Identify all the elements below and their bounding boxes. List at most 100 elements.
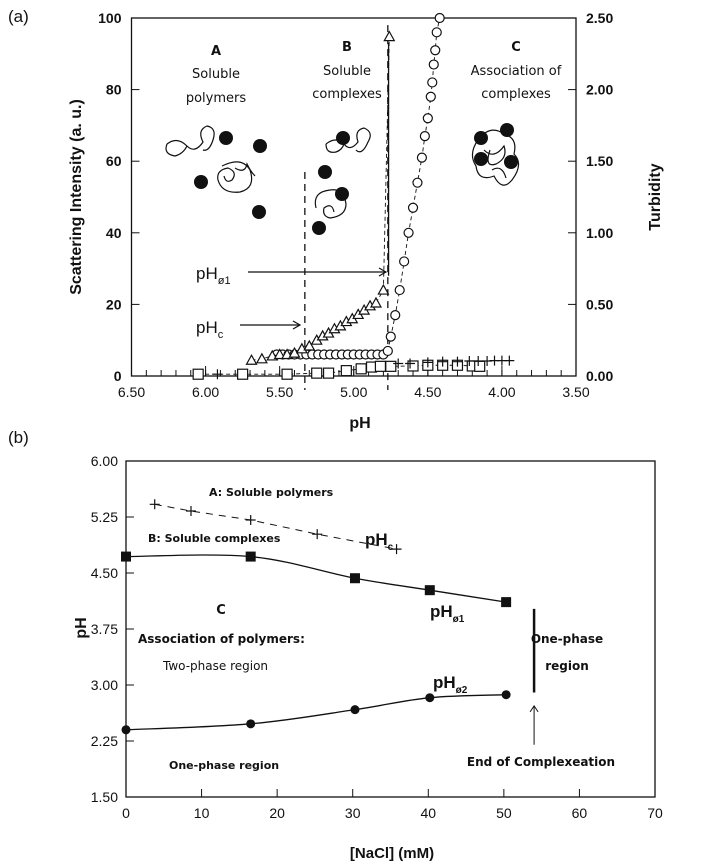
panel-a-ylabel: Scattering Intensity (a. u.): [68, 99, 85, 295]
panel-b-plot-frame: [125, 460, 656, 798]
data-point-plus: [464, 355, 475, 366]
region-a-letter: A: [211, 44, 221, 59]
y2-tick-label: 1.50: [586, 153, 613, 169]
data-point-plus: [393, 358, 404, 369]
data-point-circle: [422, 113, 433, 124]
data-point-square: [192, 368, 204, 380]
x-tick-label: 60: [572, 805, 588, 821]
y-tick-label: 2.25: [91, 733, 118, 749]
data-point-square: [311, 367, 323, 379]
x-tick-label: 40: [420, 805, 436, 821]
data-point-plus: [473, 355, 484, 366]
y-tick-label: 6.00: [91, 453, 118, 469]
panel-b-label: (b): [8, 428, 29, 447]
data-point-plus: [185, 506, 196, 517]
data-point-circle: [419, 131, 430, 142]
label-phi2: pHø2: [433, 673, 468, 696]
arrow-ph-c: [240, 320, 302, 330]
label-phc: pHc: [365, 530, 394, 553]
region-a-line2: polymers: [186, 91, 247, 106]
data-point-circle: [416, 152, 428, 163]
data-point-circle: [428, 59, 439, 70]
x-tick-label: 5.50: [266, 384, 293, 400]
arrow-ph-phi1: [248, 267, 388, 277]
data-point-triangle: [377, 283, 390, 295]
data-point-square: [501, 597, 512, 608]
panel-a-y2label: Turbidity: [647, 163, 664, 230]
y-tick-label: 40: [106, 225, 122, 241]
data-point-circle: [427, 77, 438, 88]
x-tick-label: 3.50: [562, 384, 589, 400]
one-phase-region-low: One-phase region: [169, 759, 279, 772]
region-c-line2: complexes: [481, 87, 551, 102]
region-a-line1: Soluble: [192, 67, 240, 82]
x-tick-label: 70: [647, 805, 663, 821]
region-c-line1-b: Association of polymers:: [138, 632, 305, 646]
x-tick-label: 4.00: [488, 384, 515, 400]
series-line-square: [125, 554, 507, 603]
region-c-line2-b: Two-phase region: [162, 659, 268, 673]
data-point-circle: [403, 227, 414, 238]
associated-complexes-illustration: [471, 123, 520, 186]
data-point-circle: [399, 256, 410, 267]
data-point-square: [121, 551, 131, 562]
y-tick-label: 0: [114, 368, 122, 384]
panel-b-axes: 0 10 20 30 40 50 60 70 1.50 2.25 3.00 3.75 4.50 5.25 6…: [91, 453, 663, 821]
x-tick-label: 20: [269, 805, 285, 821]
panel-b-data: [121, 499, 539, 745]
panel-a-data: [192, 12, 515, 390]
data-point-square: [349, 573, 360, 584]
y-tick-label: 5.25: [91, 509, 118, 525]
panel-a-xlabel: pH: [349, 415, 370, 432]
data-point-plus: [245, 514, 256, 525]
data-point-square: [322, 367, 335, 379]
x-tick-label: 0: [122, 805, 130, 821]
y2-tick-label: 2.00: [586, 82, 613, 98]
data-point-triangle: [369, 296, 382, 308]
end-of-complexation-label: End of Complexeation: [467, 755, 615, 769]
y2-tick-label: 2.50: [586, 10, 613, 26]
data-point-plus: [452, 356, 463, 367]
y-tick-label: 80: [106, 82, 122, 98]
data-point-circle: [412, 177, 423, 188]
data-point-square: [355, 363, 367, 375]
data-point-plus: [437, 356, 448, 367]
data-point-circle: [407, 202, 419, 213]
data-point-circle: [350, 705, 360, 715]
y2-tick-label: 0.00: [586, 368, 613, 384]
data-point-circle: [501, 690, 511, 700]
y2-tick-label: 1.00: [586, 225, 613, 241]
x-tick-label: 4.50: [414, 384, 441, 400]
data-point-circle: [246, 719, 256, 729]
data-point-square: [245, 551, 256, 562]
data-point-square: [424, 585, 435, 596]
one-phase-region-right-line2: region: [545, 659, 589, 673]
data-point-square: [281, 368, 293, 380]
data-point-circle: [390, 310, 401, 321]
region-b-line2: complexes: [312, 87, 382, 102]
panel-a-axes: 6.50 6.00 5.50 5.00 4.50 4.00 3.50 0 20 40 60 80 100…: [98, 10, 613, 400]
x-tick-label: 50: [496, 805, 512, 821]
label-ph-phi1: pHø1: [196, 264, 231, 287]
series-line-triangle: [251, 36, 390, 361]
x-tick-label: 5.00: [340, 384, 367, 400]
data-point-triangle: [273, 348, 286, 360]
data-point-square: [407, 360, 419, 372]
data-point-plus: [212, 369, 223, 380]
y-tick-label: 4.50: [91, 565, 118, 581]
y-tick-label: 60: [106, 153, 122, 169]
region-b-line1: Soluble: [323, 64, 371, 79]
region-b-soluble-complexes: B: Soluble complexes: [148, 532, 281, 545]
x-tick-label: 30: [345, 805, 361, 821]
region-c-letter-b: C: [216, 603, 226, 618]
data-point-plus: [405, 358, 416, 369]
data-point-circle: [394, 284, 405, 296]
x-tick-label: 10: [194, 805, 210, 821]
soluble-complexes-illustration: [312, 127, 371, 235]
y2-tick-label: 0.50: [586, 296, 613, 312]
data-point-triangle: [295, 342, 308, 354]
panel-b-ylabel: pH: [73, 617, 90, 638]
arrow-head-icon: [529, 705, 539, 713]
data-point-circle: [382, 345, 393, 357]
